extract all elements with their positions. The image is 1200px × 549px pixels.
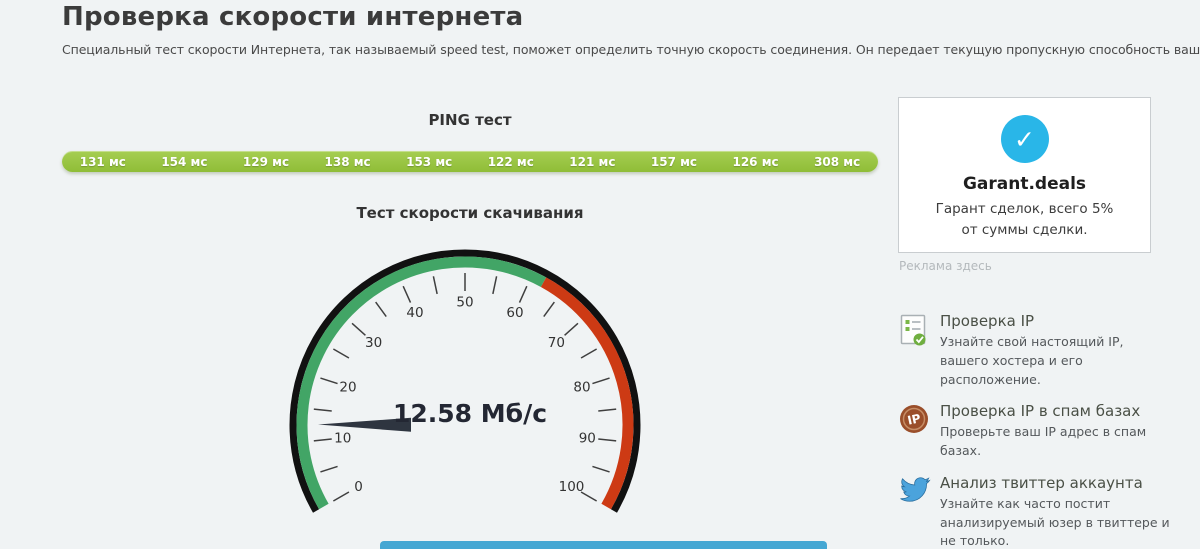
gauge-value-label: 12.58 Мб/с [393, 399, 547, 428]
svg-text:IP: IP [906, 411, 922, 427]
gauge-tick [580, 491, 598, 502]
ping-value: 122 мс [487, 154, 534, 169]
ip-check-icon[interactable] [898, 312, 940, 389]
gauge-tick [332, 348, 350, 359]
ping-value: 126 мс [732, 154, 779, 169]
gauge-needle [318, 417, 411, 432]
gauge-tick [332, 491, 350, 502]
gauge-tick [564, 322, 579, 336]
ping-value: 153 мс [406, 154, 453, 169]
gauge-tick [432, 276, 438, 295]
sidebar-link-item: Анализ твиттер аккаунта Узнайте как часто… [898, 474, 1170, 549]
gauge-tick [402, 285, 412, 303]
download-speed-gauge: 0 10 20 30 40 50 60 70 80 90 100 12.58 Мб/с [265, 225, 665, 525]
ping-test-heading: PING тест [428, 111, 512, 129]
gauge-tick-label: 20 [339, 380, 356, 396]
ad-text-line2: от суммы сделки. [961, 221, 1088, 238]
gauge-tick-label: 70 [548, 335, 565, 351]
page-subtitle: Специальный тест скорости Интернета, так… [62, 42, 1200, 57]
sidebar-link-text: Анализ твиттер аккаунта Узнайте как часто… [940, 474, 1175, 549]
ad-card[interactable]: ✓ Garant.deals Гарант сделок, всего 5% о… [898, 97, 1151, 253]
gauge-tick [313, 408, 332, 412]
gauge-tick [598, 408, 617, 412]
ping-results-bar: 131 мс 154 мс 129 мс 138 мс 153 мс 122 мс 121 … [62, 151, 878, 172]
gauge-tick-label: 100 [559, 479, 585, 495]
gauge-tick [598, 438, 617, 442]
sidebar-links: Проверка IP Узнайте свой настоящий IP, ва… [898, 312, 1170, 549]
gauge-rim [289, 249, 641, 513]
ping-value: 157 мс [650, 154, 698, 169]
gauge-tick [492, 276, 498, 295]
sidebar-link-title[interactable]: Проверка IP в спам базах [940, 402, 1141, 421]
sidebar-link-title[interactable]: Анализ твиттер аккаунта [940, 473, 1143, 492]
gauge-tick [320, 465, 338, 473]
gauge-tick [375, 301, 387, 318]
ping-value: 129 мс [242, 154, 290, 169]
gauge-tick-label: 80 [573, 380, 590, 396]
gauge-tick-label: 50 [456, 295, 473, 311]
gauge-tick-label: 30 [365, 335, 382, 351]
ping-value: 138 мс [324, 154, 371, 169]
advertise-here-link[interactable]: Реклама здесь [899, 259, 992, 273]
gauge-tick [543, 301, 555, 318]
gauge-tick [313, 438, 332, 442]
gauge-tick [518, 285, 528, 303]
sidebar-link-item: IP Проверка IP в спам базах Проверьте ваш … [898, 402, 1168, 461]
ping-value: 308 мс [814, 154, 861, 169]
sidebar-link-text: Проверка IP Узнайте свой настоящий IP, ва… [940, 312, 1175, 389]
gauge-segment [296, 256, 547, 510]
bottom-blue-bar [380, 541, 827, 549]
ping-value: 121 мс [569, 154, 616, 169]
gauge-tick [351, 322, 366, 336]
download-test-heading: Тест скорости скачивания [356, 204, 584, 222]
gauge-tick-label: 40 [406, 305, 423, 321]
gauge-tick-label: 0 [354, 479, 363, 495]
ping-value: 154 мс [161, 154, 208, 169]
ad-text-line1: Гарант сделок, всего 5% [935, 201, 1114, 217]
check-icon: ✓ [1000, 115, 1049, 163]
gauge-segment [540, 277, 634, 510]
ad-brand: Garant.deals [962, 174, 1087, 194]
sidebar-link-desc: Проверьте ваш IP адрес в спам базах. [940, 424, 1147, 458]
ping-value: 131 мс [79, 154, 126, 169]
gauge-tick [592, 377, 610, 385]
sidebar-link-desc: Узнайте свой настоящий IP, вашего хостер… [940, 334, 1124, 387]
gauge-tick [320, 377, 338, 385]
page-title: Проверка скорости интернета [62, 2, 524, 32]
ip-spam-icon[interactable]: IP [898, 402, 940, 461]
gauge-tick [592, 465, 610, 473]
gauge-svg: 0 10 20 30 40 50 60 70 80 90 100 12.58 Мб/с [289, 249, 641, 513]
gauge-tick-label: 60 [506, 305, 523, 321]
twitter-icon[interactable] [898, 474, 940, 549]
sidebar-link-text: Проверка IP в спам базах Проверьте ваш IP… [940, 402, 1175, 461]
gauge-tick [580, 348, 598, 359]
gauge-tick-label: 10 [334, 430, 351, 446]
sidebar-link-item: Проверка IP Узнайте свой настоящий IP, ва… [898, 312, 1168, 389]
gauge-tick-label: 90 [579, 430, 596, 446]
sidebar-link-desc: Узнайте как часто постит анализируемый ю… [940, 495, 1170, 549]
ad-text: Гарант сделок, всего 5% от суммы сделки. [899, 199, 1150, 241]
sidebar-link-title[interactable]: Проверка IP [940, 312, 1035, 330]
